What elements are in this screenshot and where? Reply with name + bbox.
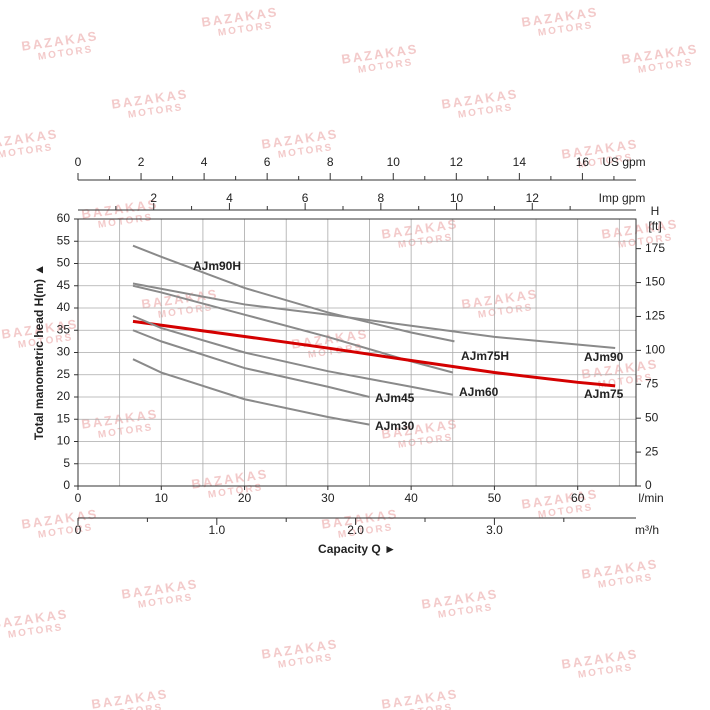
secondary-axis-label: Imp gpm — [599, 191, 646, 205]
y2-tick-label: 175 — [645, 241, 665, 255]
y-tick-label: 60 — [57, 211, 71, 225]
y-tick-label: 50 — [57, 256, 71, 270]
y-tick-label: 40 — [57, 300, 71, 314]
x-tick-label: 40 — [404, 491, 418, 505]
curve-label: AJm30 — [375, 419, 415, 433]
x-tick-label: 20 — [238, 491, 252, 505]
secondary-tick-label: 16 — [576, 155, 590, 169]
x-axis-label: Capacity Q ► — [318, 542, 396, 556]
curve — [132, 319, 616, 388]
plot-frame — [77, 218, 637, 487]
secondary-tick-label: 10 — [387, 155, 401, 169]
curve — [132, 329, 370, 398]
secondary-tick-label: 14 — [513, 155, 527, 169]
y2-tick-label: 75 — [645, 376, 659, 390]
x-tick-label: 0 — [75, 491, 82, 505]
x-tick-label: 50 — [488, 491, 502, 505]
curve-label: AJm90 — [584, 350, 624, 364]
secondary-tick-label: 0 — [75, 523, 82, 537]
y2-tick-label: 125 — [645, 309, 665, 323]
curve-label: AJm75 — [584, 387, 624, 401]
x-tick-label: 10 — [155, 491, 169, 505]
secondary-tick-label: 3.0 — [486, 523, 503, 537]
y2-tick-label: 25 — [645, 444, 659, 458]
secondary-tick-label: 8 — [327, 155, 334, 169]
curve-label: AJm75H — [461, 349, 509, 363]
secondary-tick-label: 6 — [264, 155, 271, 169]
secondary-tick-label: 2.0 — [347, 523, 364, 537]
secondary-tick-label: 2 — [150, 191, 157, 205]
curve — [132, 315, 453, 396]
y-tick-label: 5 — [63, 456, 70, 470]
y-tick-label: 10 — [57, 434, 71, 448]
y-tick-label: 0 — [63, 478, 70, 492]
secondary-tick-label: 8 — [378, 191, 385, 205]
secondary-tick-label: 1.0 — [208, 523, 225, 537]
y2-label: H — [651, 204, 660, 218]
y-tick-label: 20 — [57, 389, 71, 403]
y2-tick-label: 100 — [645, 343, 665, 357]
y-tick-label: 25 — [57, 367, 71, 381]
secondary-tick-label: 12 — [526, 191, 540, 205]
secondary-tick-label: 6 — [302, 191, 309, 205]
curve-label: AJm90H — [193, 259, 241, 273]
curve-label: AJm60 — [459, 385, 499, 399]
secondary-tick-label: 0 — [75, 155, 82, 169]
secondary-axis-label: m³/h — [635, 523, 659, 537]
x-tick-label: 60 — [571, 491, 585, 505]
curve-label: AJm45 — [375, 391, 415, 405]
secondary-axis-label: US gpm — [602, 155, 645, 169]
secondary-tick-label: 4 — [201, 155, 208, 169]
secondary-tick-label: 12 — [450, 155, 464, 169]
y-tick-label: 15 — [57, 411, 71, 425]
watermark-text: MOTORS — [397, 702, 454, 710]
curve — [132, 284, 454, 374]
curve — [132, 244, 455, 343]
curve — [132, 282, 616, 350]
y-tick-label: 55 — [57, 233, 71, 247]
secondary-tick-label: 4 — [226, 191, 233, 205]
y2-tick-label: 50 — [645, 410, 659, 424]
x-unit: l/min — [638, 491, 663, 505]
y-axis-label: Total manometric head H(m) ▲ — [32, 264, 46, 440]
y2-tick-label: 0 — [645, 478, 652, 492]
secondary-tick-label: 2 — [138, 155, 145, 169]
watermark-text: MOTORS — [107, 702, 164, 710]
y-tick-label: 45 — [57, 278, 71, 292]
secondary-tick-label: 10 — [450, 191, 464, 205]
y2-unit: [ft] — [648, 219, 661, 233]
curve — [132, 358, 370, 426]
y-tick-label: 30 — [57, 345, 71, 359]
y2-tick-label: 150 — [645, 275, 665, 289]
x-tick-label: 30 — [321, 491, 335, 505]
y-tick-label: 35 — [57, 322, 71, 336]
